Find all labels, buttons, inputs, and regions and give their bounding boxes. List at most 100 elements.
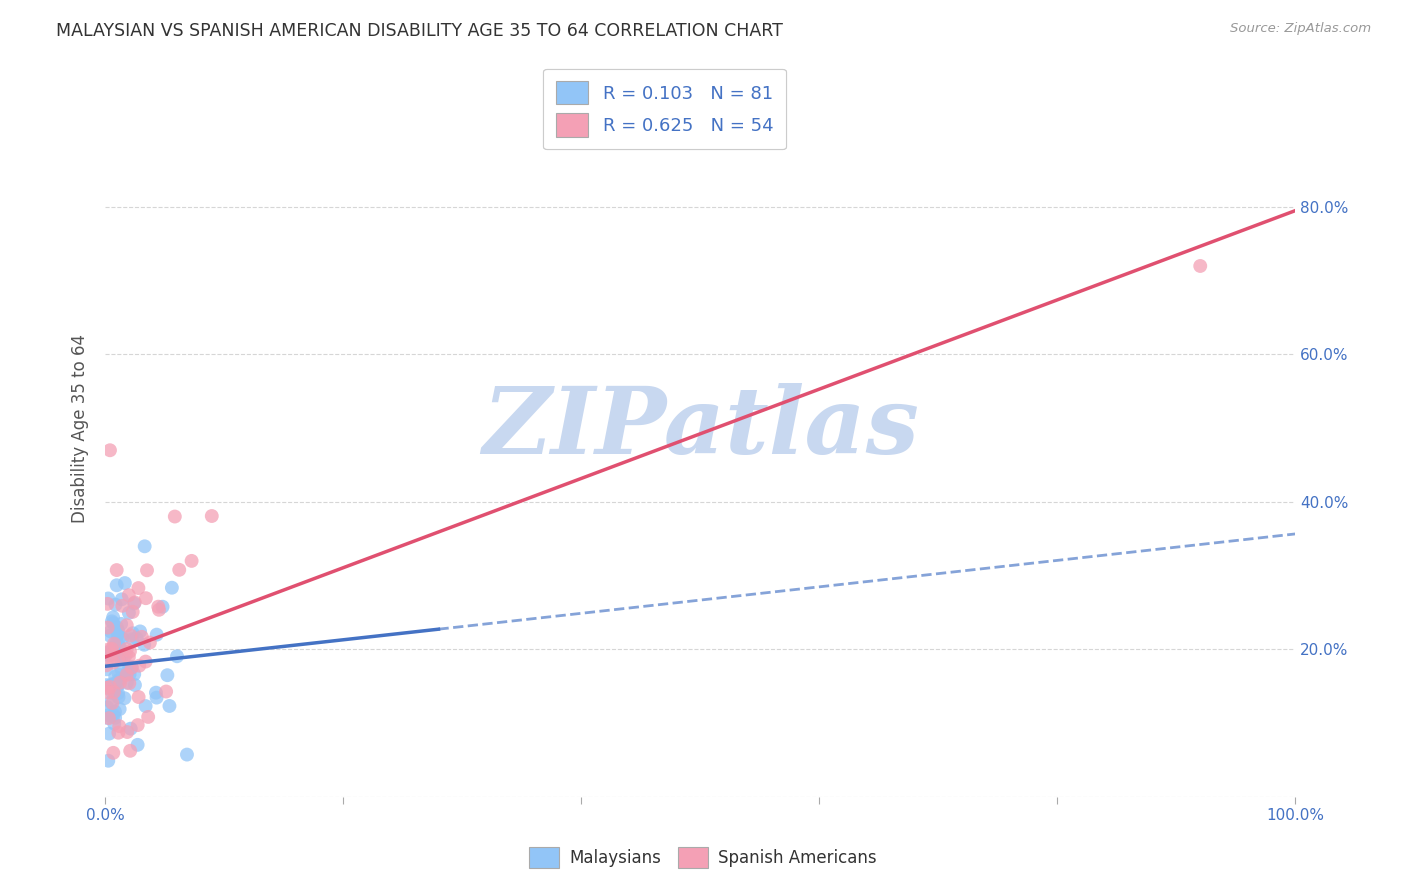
Point bbox=[108, 630, 131, 644]
Point bbox=[118, 649, 141, 664]
Point bbox=[125, 631, 148, 645]
Point bbox=[97, 591, 120, 606]
Point bbox=[105, 563, 128, 577]
Point bbox=[155, 684, 177, 698]
Point bbox=[96, 681, 118, 695]
Point bbox=[96, 711, 118, 725]
Point bbox=[101, 696, 124, 710]
Point bbox=[112, 652, 135, 666]
Point bbox=[97, 754, 120, 768]
Point bbox=[96, 658, 118, 673]
Text: MALAYSIAN VS SPANISH AMERICAN DISABILITY AGE 35 TO 64 CORRELATION CHART: MALAYSIAN VS SPANISH AMERICAN DISABILITY… bbox=[56, 22, 783, 40]
Point bbox=[101, 648, 124, 662]
Point bbox=[103, 708, 125, 723]
Point bbox=[134, 638, 156, 652]
Point bbox=[159, 698, 181, 713]
Point bbox=[103, 746, 125, 760]
Point bbox=[145, 627, 167, 641]
Point bbox=[156, 668, 179, 682]
Point bbox=[134, 539, 156, 553]
Point bbox=[118, 662, 141, 676]
Point bbox=[104, 598, 127, 612]
Point bbox=[136, 710, 159, 724]
Point bbox=[107, 686, 129, 700]
Point bbox=[107, 624, 129, 639]
Point bbox=[108, 702, 131, 716]
Point bbox=[103, 677, 125, 691]
Point bbox=[96, 648, 118, 662]
Point bbox=[108, 675, 131, 690]
Point bbox=[101, 641, 124, 656]
Point bbox=[114, 691, 136, 706]
Point bbox=[127, 581, 149, 595]
Point bbox=[128, 658, 150, 673]
Point bbox=[135, 591, 157, 606]
Point bbox=[124, 595, 146, 609]
Point bbox=[103, 637, 125, 651]
Point bbox=[105, 635, 128, 649]
Point bbox=[110, 661, 132, 675]
Point bbox=[97, 685, 120, 699]
Point bbox=[160, 581, 183, 595]
Point bbox=[107, 640, 129, 654]
Point bbox=[103, 656, 125, 670]
Point bbox=[98, 642, 121, 657]
Point bbox=[117, 663, 139, 677]
Point bbox=[115, 648, 138, 662]
Point bbox=[98, 679, 121, 693]
Point bbox=[136, 563, 159, 577]
Point bbox=[108, 673, 131, 688]
Point bbox=[108, 667, 131, 681]
Point bbox=[108, 672, 131, 686]
Point bbox=[98, 726, 121, 740]
Point bbox=[152, 599, 174, 614]
Point bbox=[98, 680, 121, 694]
Point bbox=[115, 668, 138, 682]
Point bbox=[145, 690, 167, 705]
Point bbox=[127, 718, 149, 732]
Point bbox=[107, 690, 129, 704]
Point bbox=[96, 597, 118, 611]
Point bbox=[115, 618, 138, 632]
Point bbox=[111, 592, 134, 607]
Point bbox=[135, 655, 157, 669]
Point bbox=[96, 648, 118, 662]
Point bbox=[129, 624, 152, 639]
Point bbox=[115, 642, 138, 657]
Point bbox=[121, 661, 143, 675]
Point bbox=[97, 711, 120, 725]
Point bbox=[118, 676, 141, 690]
Point bbox=[101, 681, 124, 696]
Point bbox=[135, 699, 157, 714]
Point bbox=[110, 616, 132, 631]
Point bbox=[163, 509, 186, 524]
Point bbox=[108, 719, 131, 733]
Point bbox=[96, 700, 118, 714]
Point bbox=[96, 678, 118, 692]
Point bbox=[167, 563, 190, 577]
Point bbox=[115, 675, 138, 690]
Point bbox=[103, 640, 125, 655]
Point bbox=[166, 649, 188, 664]
Point bbox=[122, 667, 145, 681]
Point bbox=[96, 646, 118, 660]
Point bbox=[120, 744, 142, 758]
Point bbox=[111, 599, 134, 613]
Point bbox=[110, 651, 132, 665]
Point bbox=[118, 644, 141, 658]
Y-axis label: Disability Age 35 to 64: Disability Age 35 to 64 bbox=[72, 334, 89, 523]
Point bbox=[121, 605, 143, 619]
Point bbox=[103, 685, 125, 699]
Point bbox=[101, 677, 124, 691]
Point bbox=[105, 578, 128, 592]
Point bbox=[108, 640, 131, 655]
Point bbox=[148, 603, 170, 617]
Point bbox=[98, 648, 121, 662]
Point bbox=[104, 711, 127, 725]
Point bbox=[98, 629, 121, 643]
Point bbox=[104, 705, 127, 719]
Point bbox=[180, 554, 202, 568]
Point bbox=[131, 630, 153, 644]
Point bbox=[100, 624, 122, 639]
Point bbox=[201, 508, 224, 523]
